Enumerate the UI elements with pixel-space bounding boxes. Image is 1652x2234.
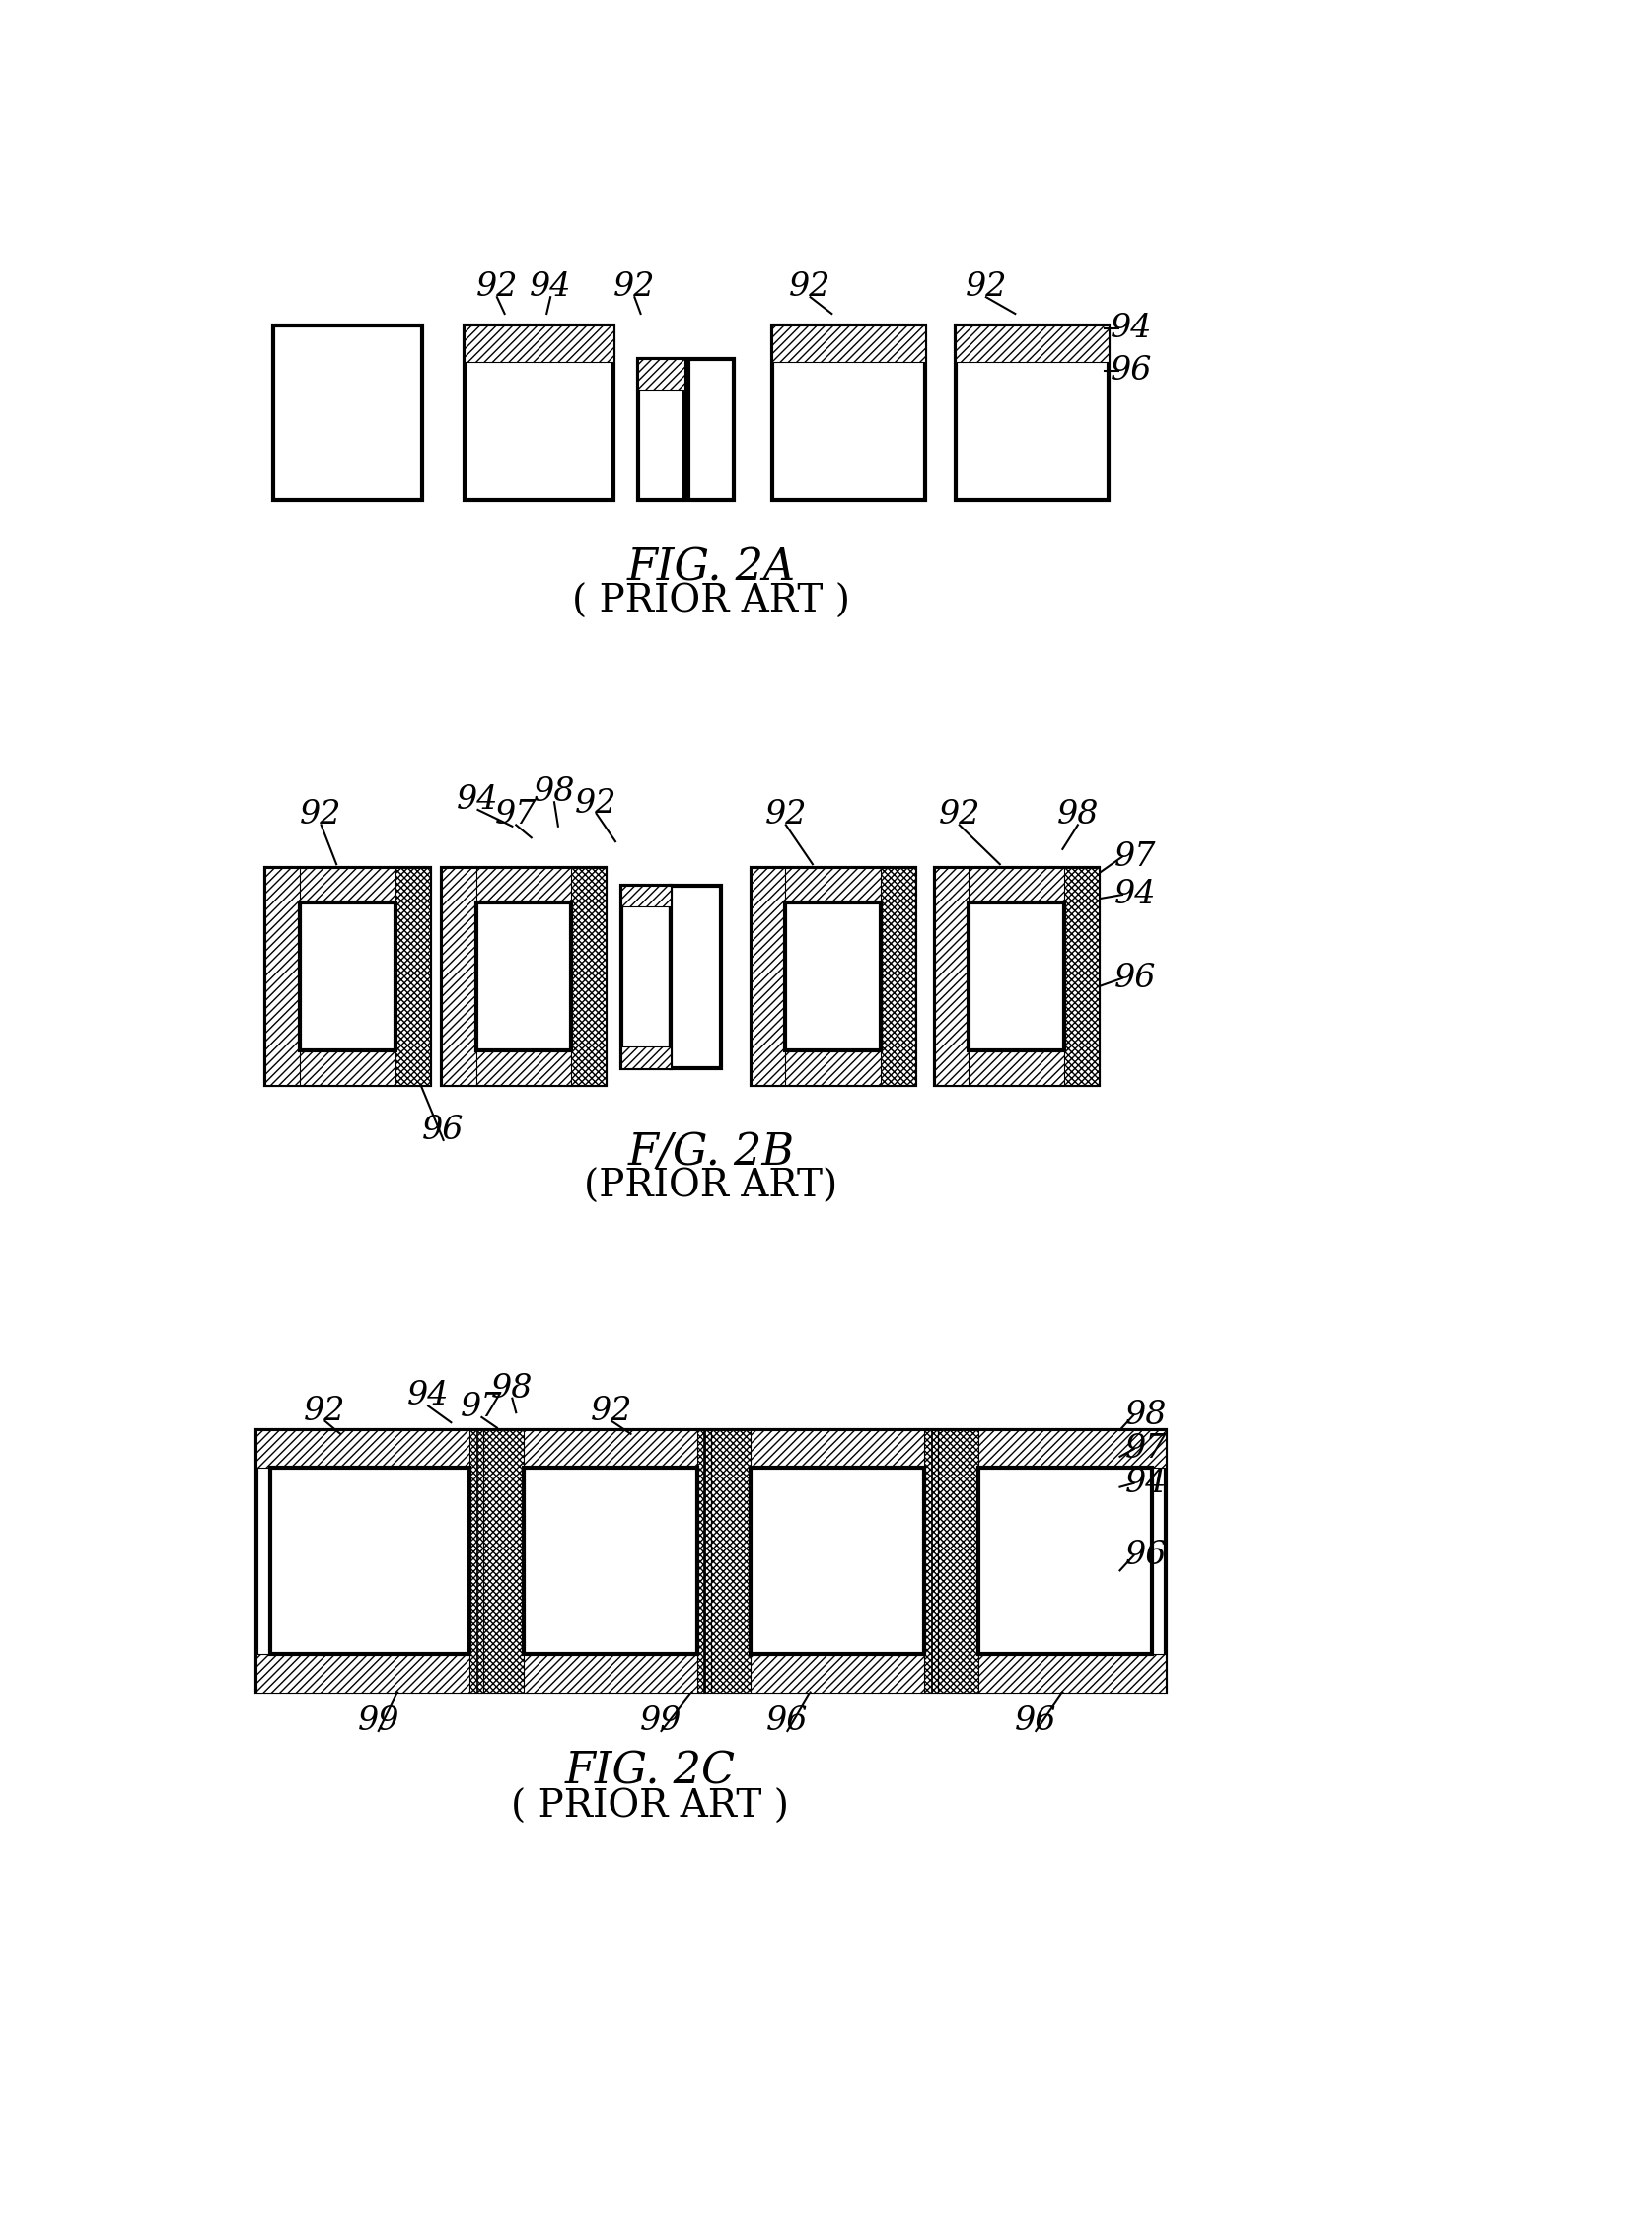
Text: 92: 92 [765, 800, 806, 831]
Bar [572, 869, 606, 1083]
Text: 92: 92 [965, 270, 1008, 304]
Text: 96: 96 [1125, 1539, 1168, 1571]
Bar [881, 869, 915, 1083]
Bar [269, 1468, 469, 1653]
Bar [935, 869, 970, 1083]
Bar [687, 360, 733, 500]
Bar [441, 869, 606, 1083]
Text: 98: 98 [534, 777, 575, 809]
Text: 99: 99 [641, 1705, 682, 1736]
Text: 94: 94 [530, 270, 572, 304]
Text: 97: 97 [1113, 840, 1156, 873]
Text: 96: 96 [1113, 963, 1156, 994]
Bar [396, 869, 430, 1083]
Bar [752, 1050, 915, 1083]
Bar [266, 869, 430, 1083]
Bar [710, 1430, 750, 1691]
Bar [638, 360, 684, 389]
Bar [469, 1430, 484, 1691]
Bar [925, 1430, 938, 1691]
Bar [752, 869, 785, 1083]
Bar [671, 885, 720, 1068]
Bar [697, 1430, 710, 1691]
Bar [935, 869, 1099, 1083]
Text: 94: 94 [1113, 878, 1156, 911]
Bar [256, 1653, 1166, 1691]
Bar [978, 1468, 1151, 1653]
Bar [970, 903, 1064, 1050]
Text: FIG. 2A: FIG. 2A [626, 547, 795, 590]
Bar [441, 869, 606, 903]
Text: 92: 92 [304, 1396, 345, 1428]
Bar [935, 869, 1099, 903]
Bar [441, 869, 476, 1083]
Bar [266, 869, 430, 903]
Text: 98: 98 [1125, 1398, 1168, 1430]
Bar [266, 869, 301, 1083]
Text: 98: 98 [1057, 800, 1099, 831]
Bar [524, 1468, 697, 1653]
Text: 96: 96 [1110, 355, 1153, 386]
Bar [955, 324, 1108, 362]
Bar [256, 1430, 1166, 1468]
Bar [638, 360, 684, 500]
Bar [441, 1050, 606, 1083]
Bar [301, 903, 396, 1050]
Text: ( PRIOR ART ): ( PRIOR ART ) [510, 1789, 790, 1825]
Bar [621, 1046, 671, 1068]
Bar [484, 1430, 524, 1691]
Text: 97: 97 [1125, 1434, 1168, 1466]
Text: 96: 96 [767, 1705, 808, 1736]
Text: 97: 97 [496, 800, 537, 831]
Bar [750, 1468, 925, 1653]
Text: 92: 92 [938, 800, 980, 831]
Text: F/G. 2B: F/G. 2B [628, 1133, 795, 1175]
Text: 92: 92 [613, 270, 656, 304]
Text: (PRIOR ART): (PRIOR ART) [585, 1168, 838, 1206]
Text: 94: 94 [458, 784, 499, 815]
Text: ( PRIOR ART ): ( PRIOR ART ) [572, 583, 851, 621]
Bar [621, 885, 671, 907]
Bar [935, 1050, 1099, 1083]
Text: 92: 92 [301, 800, 342, 831]
Bar [256, 1430, 1166, 1691]
Bar [938, 1430, 978, 1691]
Text: 92: 92 [591, 1396, 633, 1428]
Text: 92: 92 [476, 270, 519, 304]
Bar [476, 903, 572, 1050]
Bar [266, 1050, 430, 1083]
Text: FIG. 2C: FIG. 2C [565, 1751, 735, 1794]
Text: 99: 99 [357, 1705, 400, 1736]
Text: 94: 94 [1125, 1468, 1168, 1499]
Text: 92: 92 [790, 270, 831, 304]
Text: 97: 97 [461, 1392, 502, 1423]
Bar [955, 324, 1108, 500]
Bar [771, 324, 925, 362]
Bar [752, 869, 915, 1083]
Text: 94: 94 [1110, 313, 1153, 344]
Bar [785, 903, 881, 1050]
Text: 98: 98 [491, 1372, 534, 1403]
Bar [1064, 869, 1099, 1083]
Bar [464, 324, 613, 362]
Bar [273, 324, 423, 500]
Text: 92: 92 [575, 789, 618, 820]
Text: 94: 94 [406, 1381, 449, 1412]
Bar [621, 885, 671, 1068]
Bar [752, 869, 915, 903]
Bar [464, 324, 613, 500]
Bar [771, 324, 925, 500]
Text: 96: 96 [1014, 1705, 1057, 1736]
Text: 96: 96 [423, 1115, 464, 1146]
